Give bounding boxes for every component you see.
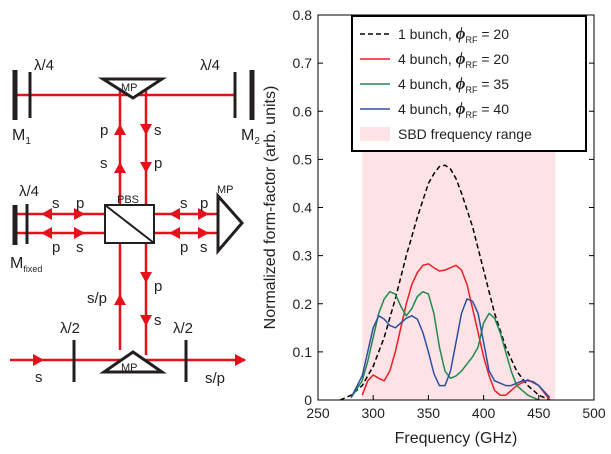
series-line-3 xyxy=(350,298,551,399)
arrow-down xyxy=(140,272,152,283)
y-axis-label: Normalized form-factor (arb. units) xyxy=(262,86,279,330)
pbs-diagonal xyxy=(104,204,155,244)
y-tick-label: 0.6 xyxy=(293,103,313,119)
mirror-prism-top xyxy=(97,77,168,100)
label-p: p xyxy=(76,195,84,212)
series-line-1 xyxy=(361,263,551,401)
y-tick-label: 0.7 xyxy=(293,55,313,71)
x-tick-label: 300 xyxy=(362,405,386,421)
label-sp: s/p xyxy=(87,290,107,307)
label-p: p xyxy=(200,195,208,212)
label-s: s xyxy=(100,155,108,172)
label-s: s xyxy=(154,122,162,139)
series-line-0 xyxy=(339,164,551,401)
label-s: s xyxy=(200,239,208,256)
label-quarter-wave: λ/4 xyxy=(34,57,54,74)
label-quarter-wave: λ/4 xyxy=(19,183,39,200)
label-m1: M1 xyxy=(12,127,31,147)
legend-label: 1 bunch, ϕRF = 20 xyxy=(398,24,509,45)
chart: 250 300 350 400 450 500 0 0.1 0.2 0.3 0.4 0.5 0.6 0.… xyxy=(262,7,606,447)
legend: 1 bunch, ϕRF = 20 4 bunch, ϕRF = 20 4 bunc… xyxy=(351,15,587,152)
arrow-right xyxy=(33,354,44,366)
arrow-right xyxy=(235,354,246,366)
arrow-up xyxy=(114,294,126,305)
y-tick-label: 0.8 xyxy=(293,7,313,23)
label-p: p xyxy=(52,239,60,256)
arrow-down xyxy=(140,162,152,173)
label-mp-top: MP xyxy=(121,82,138,94)
y-tick-label: 0.5 xyxy=(293,151,313,167)
x-ticks: 250 300 350 400 450 500 xyxy=(306,15,606,421)
arrow-left xyxy=(41,208,52,220)
arrow-right xyxy=(198,227,209,239)
y-tick-label: 0 xyxy=(304,392,312,408)
label-s: s xyxy=(154,312,162,329)
series-group xyxy=(339,164,551,401)
x-tick-label: 350 xyxy=(417,405,441,421)
mirror-prism-bottom xyxy=(99,350,167,374)
legend-box xyxy=(351,15,587,152)
label-half-wave: λ/2 xyxy=(60,320,80,337)
beam-arrows xyxy=(33,124,246,366)
legend-band-swatch xyxy=(360,127,390,141)
label-s: s xyxy=(180,195,188,212)
arrow-down xyxy=(140,315,152,326)
legend-label: 4 bunch, ϕRF = 20 xyxy=(398,49,509,70)
y-tick-label: 0.4 xyxy=(293,200,313,216)
label-pbs: PBS xyxy=(117,194,139,206)
label-s: s xyxy=(52,195,60,212)
mirror-prism-right xyxy=(216,192,244,256)
arrow-left xyxy=(169,208,180,220)
legend-label: 4 bunch, ϕRF = 35 xyxy=(398,74,509,95)
label-mp-right: MP xyxy=(217,184,234,196)
x-tick-label: 250 xyxy=(306,405,330,421)
y-tick-label: 0.2 xyxy=(293,296,313,312)
diagram-labels: λ/4 λ/4 λ/4 λ/2 λ/2 MP MP MP PBS M1 M2 M… xyxy=(10,57,260,387)
label-s: s xyxy=(76,239,84,256)
x-axis-label: Frequency (GHz) xyxy=(395,430,518,447)
label-p: p xyxy=(154,278,162,295)
label-p: p xyxy=(154,155,162,172)
y-tick-label: 0.1 xyxy=(293,344,313,360)
label-p: p xyxy=(180,239,188,256)
arrow-right xyxy=(198,208,209,220)
x-tick-label: 500 xyxy=(582,405,606,421)
y-ticks: 0 0.1 0.2 0.3 0.4 0.5 0.6 0.7 0.8 xyxy=(293,7,594,408)
label-sp: s/p xyxy=(205,370,225,387)
arrow-right xyxy=(74,208,85,220)
optics xyxy=(12,70,255,382)
label-m2: M2 xyxy=(241,127,260,147)
label-mfixed: Mfixed xyxy=(10,255,42,274)
series-line-2 xyxy=(350,290,540,401)
label-p: p xyxy=(100,122,108,139)
label-mp-bottom: MP xyxy=(121,362,138,374)
arrow-right xyxy=(74,227,85,239)
x-tick-label: 400 xyxy=(472,405,496,421)
arrow-down xyxy=(140,124,152,135)
legend-label: 4 bunch, ϕRF = 40 xyxy=(398,99,509,120)
arrow-up xyxy=(114,124,126,135)
y-tick-label: 0.3 xyxy=(293,248,313,264)
legend-band-label: SBD frequency range xyxy=(398,126,532,142)
interferometer-diagram: λ/4 λ/4 λ/4 λ/2 λ/2 MP MP MP PBS M1 M2 M… xyxy=(10,57,260,387)
label-quarter-wave: λ/4 xyxy=(200,57,220,74)
x-tick-label: 450 xyxy=(527,405,551,421)
label-s: s xyxy=(35,369,43,386)
arrow-up xyxy=(114,162,126,173)
arrow-left xyxy=(41,227,52,239)
label-half-wave: λ/2 xyxy=(173,320,193,337)
arrow-left xyxy=(169,227,180,239)
